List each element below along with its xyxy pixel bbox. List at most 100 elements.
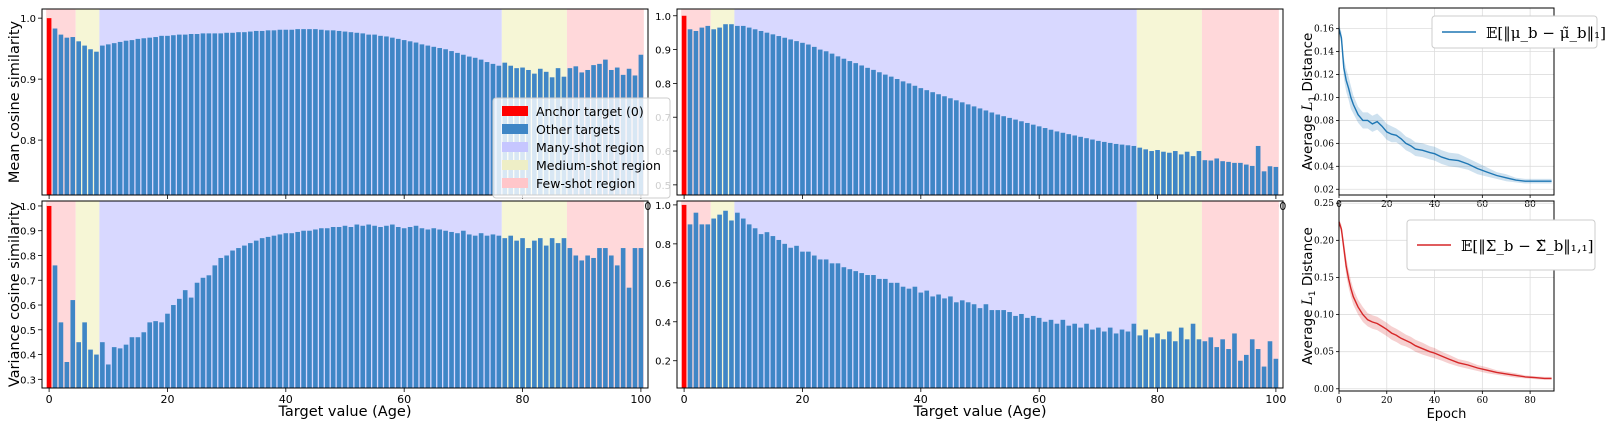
bar-target — [413, 42, 419, 195]
bar-target — [1019, 121, 1024, 195]
bar-target — [395, 38, 401, 196]
bar-target — [752, 228, 758, 388]
bar-target — [983, 304, 989, 388]
bar-target — [1226, 349, 1231, 388]
bar-target — [129, 40, 135, 195]
bar-target — [942, 298, 947, 388]
bar-target — [224, 255, 229, 388]
bar-target — [461, 230, 466, 388]
bar-target — [111, 43, 117, 195]
bar-target — [437, 229, 442, 388]
y-tick-label: 0.3 — [20, 375, 36, 386]
bar-target — [295, 29, 300, 196]
bar-target — [1137, 335, 1143, 388]
bar-target — [1238, 360, 1243, 388]
bar-target — [609, 255, 614, 388]
panel-frame — [41, 200, 649, 389]
bar-target — [1060, 132, 1066, 195]
x-tick-label: 80 — [516, 393, 530, 406]
bar-target — [841, 58, 847, 196]
bar-target — [549, 238, 555, 388]
region-medium — [710, 9, 735, 195]
bar-target — [770, 34, 776, 196]
bar-target — [729, 24, 734, 195]
bar-target — [425, 45, 431, 195]
bar-target — [324, 30, 330, 195]
bar-target — [502, 238, 508, 388]
x-tick-label: 20 — [160, 393, 174, 406]
legend-swatch-medium — [502, 160, 528, 170]
bar-target — [1273, 358, 1279, 388]
y-tick-label: 0.8 — [655, 79, 671, 90]
x-axis-label: Epoch — [1427, 407, 1467, 422]
bar-target — [401, 40, 407, 195]
y-tick-label: 0.8 — [20, 136, 36, 147]
bar-target — [289, 29, 295, 196]
bar-target — [336, 227, 342, 388]
bar-target — [1107, 142, 1113, 195]
bar-target — [1060, 319, 1066, 388]
bar-target — [561, 238, 567, 388]
bar-target — [395, 227, 401, 388]
panel-var-age-2: 0 20 40 60 80 100 0.2 0.4 0.6 0.8 1.0 Target value … — [655, 200, 1286, 420]
bar-target — [324, 228, 330, 388]
bar-target — [307, 29, 312, 196]
bar-target — [811, 255, 817, 388]
bar-target — [1025, 317, 1030, 388]
bar-target — [626, 287, 632, 388]
bar-target — [1202, 160, 1208, 195]
y-tick-label: 0.08 — [1314, 116, 1334, 126]
bar-target — [194, 34, 200, 195]
bar-target — [188, 34, 194, 195]
bar-target — [253, 30, 259, 195]
bar-target — [330, 227, 336, 388]
bar-target — [959, 102, 965, 195]
bar-target — [585, 255, 590, 388]
bar-target — [1001, 310, 1006, 388]
x-tick-label: 20 — [795, 393, 809, 406]
bar-target — [129, 337, 135, 388]
bar-target — [794, 245, 799, 388]
bar-target — [111, 347, 117, 388]
y-tick-label: 0.6 — [20, 301, 36, 312]
line-legend-mean: 𝔼[‖μ_b − μ̃_b‖₁] — [1431, 15, 1606, 49]
bar-target — [597, 248, 602, 388]
bar-target — [366, 34, 371, 195]
x-axis-label: Target value (Age) — [912, 404, 1046, 420]
bar-target — [159, 35, 164, 195]
bar-target — [752, 29, 758, 195]
bar-target — [342, 225, 348, 388]
y-tick-label: 0.8 — [20, 251, 36, 262]
bar-target — [431, 46, 437, 195]
bar-target — [390, 37, 395, 196]
bar-target — [1066, 134, 1072, 195]
bar-target — [82, 45, 87, 195]
y-tick-label: 0.7 — [20, 276, 36, 287]
bar-target — [1190, 156, 1196, 195]
bar-target — [764, 232, 770, 388]
bar-target — [1267, 166, 1273, 195]
bar-target — [971, 106, 977, 195]
bar-target — [948, 98, 953, 195]
bar-target — [259, 30, 265, 195]
bar-target — [348, 32, 354, 196]
bar-target — [977, 308, 983, 388]
bar-target — [788, 247, 793, 388]
bar-target — [1048, 129, 1054, 195]
y-tick-label: 0.00 — [1314, 385, 1334, 395]
bar-target — [717, 214, 722, 388]
y-tick-label: 1.0 — [20, 14, 36, 25]
bar-target — [723, 24, 728, 195]
bar-anchor — [681, 204, 687, 388]
bar-target — [123, 344, 129, 388]
bar-target — [930, 92, 935, 195]
bar-target — [1261, 171, 1267, 195]
bar-target — [573, 255, 579, 388]
bar-target — [514, 240, 519, 388]
x-tick-label: 0 — [46, 393, 53, 406]
bar-target — [360, 225, 366, 388]
series-line — [1338, 221, 1552, 380]
y-tick-label: 0.20 — [1314, 236, 1334, 246]
bar-target — [705, 25, 711, 196]
bar-target — [1244, 354, 1249, 388]
